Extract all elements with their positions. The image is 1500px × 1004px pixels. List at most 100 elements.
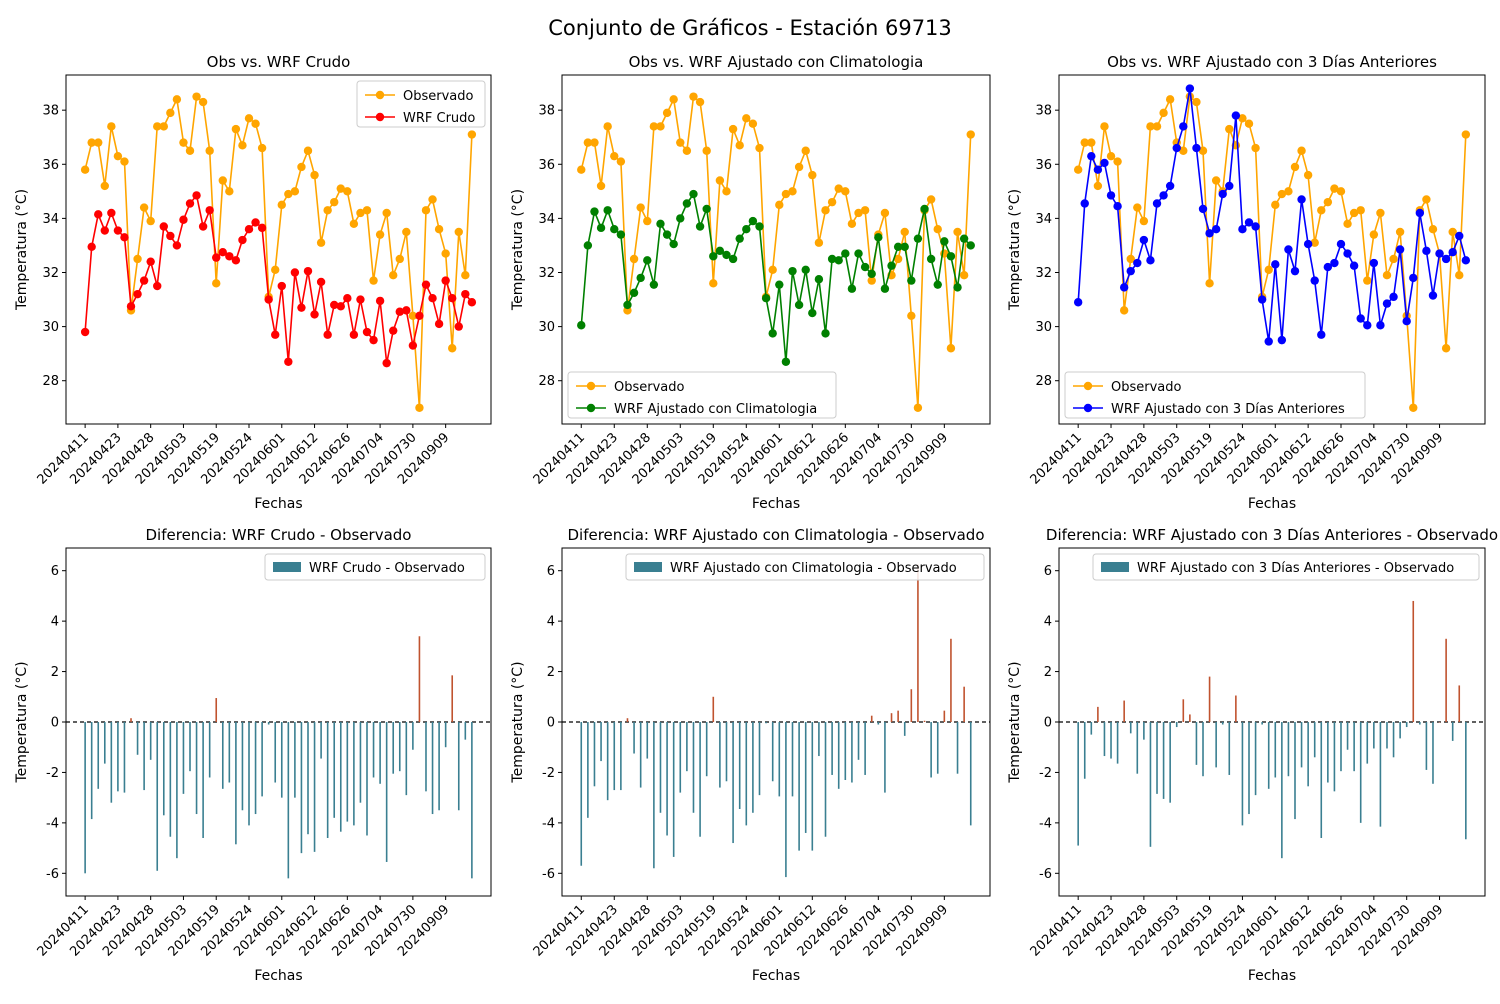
data-point — [1395, 227, 1405, 237]
y-tick-label: 38 — [538, 104, 555, 119]
bar — [398, 722, 401, 772]
bar — [1221, 722, 1224, 725]
data-point — [847, 284, 857, 293]
y-tick-label: 30 — [1035, 320, 1052, 335]
bar — [235, 722, 237, 845]
bar — [1090, 722, 1093, 735]
bar — [666, 722, 668, 836]
data-point — [231, 256, 241, 265]
bar — [84, 722, 86, 874]
data-point — [212, 279, 221, 288]
bar — [1143, 722, 1145, 740]
bar — [600, 722, 602, 762]
data-point — [689, 189, 698, 199]
data-point — [316, 238, 326, 247]
data-point — [913, 234, 923, 243]
data-point — [1093, 165, 1103, 174]
data-point — [913, 403, 923, 412]
data-point — [1435, 249, 1444, 258]
data-point — [1277, 335, 1287, 345]
data-point — [728, 124, 738, 134]
data-point — [1211, 176, 1221, 185]
bar — [1438, 722, 1441, 723]
bar — [1261, 722, 1263, 725]
chart-panel-4: Diferencia: WRF Crudo - Observado -6 -4 -2 0… — [14, 526, 492, 984]
data-point — [382, 208, 391, 218]
data-point — [1159, 191, 1168, 200]
bar — [798, 722, 800, 851]
bar — [1353, 722, 1355, 772]
y-tick-label: 30 — [538, 320, 555, 335]
data-point — [290, 268, 300, 277]
bar — [143, 722, 145, 791]
bar — [857, 722, 860, 760]
data-point — [768, 265, 777, 274]
data-point — [959, 234, 969, 243]
bar — [248, 722, 250, 826]
data-point — [159, 222, 168, 231]
legend-box — [1064, 371, 1366, 419]
series-line — [1077, 95, 1467, 408]
data-point — [330, 300, 339, 310]
data-point — [610, 225, 619, 234]
series-line — [580, 95, 972, 408]
bar — [1228, 722, 1231, 775]
data-point — [1198, 146, 1208, 155]
data-point — [146, 216, 155, 226]
data-point — [185, 146, 195, 155]
bar — [837, 722, 840, 789]
data-point — [225, 252, 234, 261]
data-point — [1330, 184, 1339, 193]
data-point — [1257, 295, 1267, 304]
data-point — [1126, 254, 1135, 264]
legend-marker — [586, 403, 596, 413]
data-point — [623, 300, 632, 310]
bar — [936, 722, 939, 774]
bar — [444, 722, 447, 748]
y-tick-label: 32 — [1035, 266, 1052, 281]
data-point — [959, 271, 969, 280]
data-point — [1133, 203, 1142, 212]
data-point — [1198, 204, 1208, 214]
data-point — [1395, 245, 1405, 254]
data-point — [1277, 189, 1287, 199]
data-point — [1389, 292, 1398, 302]
data-point — [1244, 119, 1254, 128]
bar — [897, 710, 899, 722]
bar — [943, 710, 946, 722]
data-point — [1369, 230, 1379, 239]
data-point — [1106, 191, 1116, 200]
data-point — [841, 187, 850, 196]
data-point — [133, 254, 142, 264]
data-point — [860, 262, 870, 272]
data-point — [146, 257, 155, 266]
bar — [778, 722, 781, 797]
bar — [182, 722, 185, 794]
data-point — [284, 189, 293, 199]
bar — [366, 722, 368, 836]
bar — [699, 722, 701, 837]
legend: WRF Ajustado con 3 Días Anteriores - Obs… — [1092, 553, 1480, 581]
data-point — [461, 271, 470, 280]
bar — [851, 722, 853, 783]
bar — [969, 722, 972, 826]
data-point — [1363, 276, 1372, 285]
data-point — [1080, 138, 1089, 147]
data-point — [1205, 229, 1214, 238]
data-point — [251, 119, 260, 128]
data-point — [1317, 330, 1326, 339]
data-point — [874, 233, 883, 242]
bar — [745, 722, 748, 826]
bar — [831, 722, 833, 775]
data-point — [702, 204, 711, 214]
data-point — [1303, 239, 1313, 249]
legend-marker — [586, 381, 596, 391]
y-tick-label: -2 — [1039, 766, 1052, 781]
bar — [587, 722, 589, 818]
data-point — [827, 197, 837, 207]
data-point — [742, 114, 751, 123]
data-point — [1113, 202, 1122, 211]
data-point — [1336, 187, 1346, 196]
y-tick-label: 36 — [42, 158, 59, 173]
data-point — [349, 330, 359, 339]
